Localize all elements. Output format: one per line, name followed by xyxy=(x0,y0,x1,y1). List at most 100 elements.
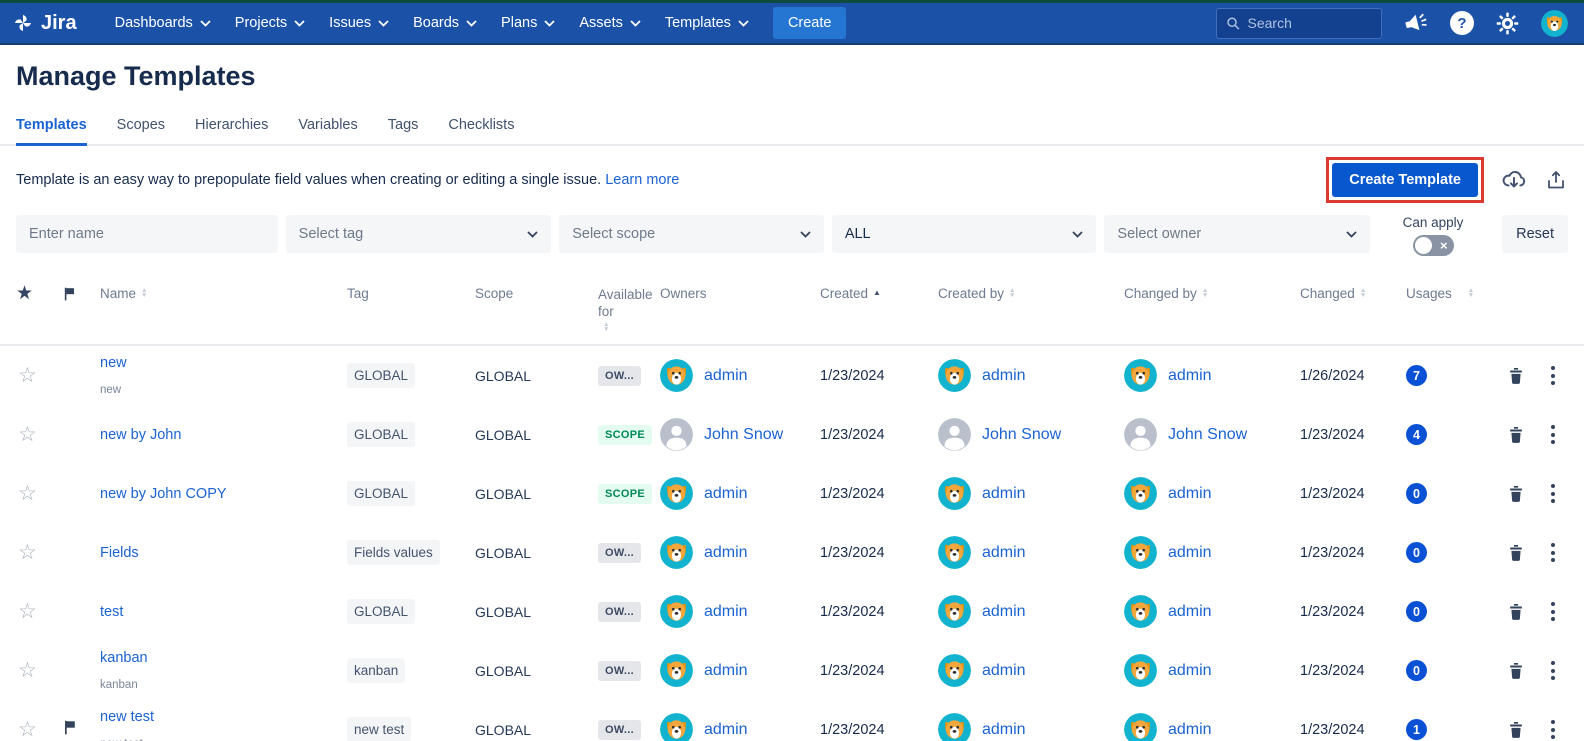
favorite-star-icon[interactable]: ☆ xyxy=(16,422,62,447)
usages-badge[interactable]: 0 xyxy=(1406,483,1427,504)
available-filter-select[interactable]: ALL xyxy=(832,215,1097,253)
export-button[interactable] xyxy=(1544,168,1568,192)
create-template-button[interactable]: Create Template xyxy=(1332,163,1478,197)
star-column-header-icon[interactable]: ★ xyxy=(16,286,62,302)
help-button[interactable]: ? xyxy=(1450,11,1474,35)
row-menu-button[interactable] xyxy=(1537,657,1568,684)
created-by-link[interactable]: admin xyxy=(982,662,1026,680)
owner-link[interactable]: admin xyxy=(704,662,748,680)
created-by-link[interactable]: admin xyxy=(982,603,1026,621)
template-name-link[interactable]: Fields xyxy=(100,545,347,561)
nav-menu-item[interactable]: Dashboards xyxy=(103,3,223,43)
created-by-link[interactable]: John Snow xyxy=(982,426,1061,444)
favorite-star-icon[interactable]: ☆ xyxy=(16,717,62,741)
nav-menu-item[interactable]: Projects xyxy=(223,3,317,43)
scope-filter-select[interactable]: Select scope xyxy=(559,215,824,253)
row-menu-button[interactable] xyxy=(1537,716,1568,741)
column-header-changed-by[interactable]: Changed by xyxy=(1124,286,1300,301)
changed-by-link[interactable]: admin xyxy=(1168,485,1212,503)
column-header-created[interactable]: Created xyxy=(820,286,938,301)
template-name-link[interactable]: new by John xyxy=(100,427,347,443)
tab[interactable]: Tags xyxy=(388,117,419,146)
favorite-star-icon[interactable]: ☆ xyxy=(16,540,62,565)
usages-badge[interactable]: 0 xyxy=(1406,601,1427,622)
can-apply-toggle[interactable]: × xyxy=(1413,235,1454,256)
usages-badge[interactable]: 1 xyxy=(1406,719,1427,740)
import-button[interactable] xyxy=(1501,167,1527,193)
template-name-link[interactable]: kanban xyxy=(100,650,347,666)
announcements-button[interactable] xyxy=(1403,10,1429,36)
template-name-link[interactable]: new test xyxy=(100,709,347,725)
jira-logo[interactable]: Jira xyxy=(12,12,77,35)
changed-by-link[interactable]: admin xyxy=(1168,603,1212,621)
created-by-link[interactable]: admin xyxy=(982,485,1026,503)
changed-by-cell: John Snow xyxy=(1124,418,1300,451)
flag-icon[interactable] xyxy=(62,719,100,741)
owner-link[interactable]: admin xyxy=(704,367,748,385)
nav-menu-item[interactable]: Templates xyxy=(653,3,761,43)
favorite-star-icon[interactable]: ☆ xyxy=(16,658,62,683)
column-header-created-by[interactable]: Created by xyxy=(938,286,1124,301)
search-input[interactable] xyxy=(1248,15,1373,31)
row-menu-button[interactable] xyxy=(1537,480,1568,507)
changed-by-link[interactable]: admin xyxy=(1168,544,1212,562)
owner-link[interactable]: admin xyxy=(704,721,748,739)
name-filter[interactable] xyxy=(16,215,278,253)
tab[interactable]: Scopes xyxy=(117,117,165,146)
owner-link[interactable]: admin xyxy=(704,485,748,503)
row-menu-button[interactable] xyxy=(1537,421,1568,448)
column-header-name[interactable]: Name xyxy=(100,286,347,301)
template-name-link[interactable]: new xyxy=(100,355,347,371)
delete-button[interactable] xyxy=(1495,719,1537,740)
learn-more-link[interactable]: Learn more xyxy=(605,172,679,188)
delete-button[interactable] xyxy=(1495,365,1537,386)
column-header-usages[interactable]: Usages xyxy=(1406,286,1495,301)
reset-button[interactable]: Reset xyxy=(1502,215,1568,253)
template-name-link[interactable]: new by John COPY xyxy=(100,486,347,502)
owner-link[interactable]: admin xyxy=(704,544,748,562)
tag-filter-select[interactable]: Select tag xyxy=(286,215,552,253)
settings-button[interactable] xyxy=(1495,11,1520,36)
delete-button[interactable] xyxy=(1495,483,1537,504)
usages-badge[interactable]: 0 xyxy=(1406,542,1427,563)
changed-by-link[interactable]: admin xyxy=(1168,367,1212,385)
row-menu-button[interactable] xyxy=(1537,598,1568,625)
changed-by-link[interactable]: John Snow xyxy=(1168,426,1247,444)
create-issue-button[interactable]: Create xyxy=(773,7,847,39)
owner-link[interactable]: John Snow xyxy=(704,426,783,444)
owner-link[interactable]: admin xyxy=(704,603,748,621)
owner-filter-select[interactable]: Select owner xyxy=(1104,215,1370,253)
delete-button[interactable] xyxy=(1495,424,1537,445)
tab[interactable]: Variables xyxy=(298,117,357,146)
row-menu-button[interactable] xyxy=(1537,362,1568,389)
created-by-link[interactable]: admin xyxy=(982,544,1026,562)
changed-by-link[interactable]: admin xyxy=(1168,662,1212,680)
nav-menu-item[interactable]: Boards xyxy=(401,3,489,43)
tab[interactable]: Checklists xyxy=(448,117,514,146)
delete-button[interactable] xyxy=(1495,660,1537,681)
flag-column-header-icon[interactable] xyxy=(62,286,100,302)
usages-badge[interactable]: 4 xyxy=(1406,424,1427,445)
column-header-available-for[interactable]: Available for xyxy=(598,286,656,332)
favorite-star-icon[interactable]: ☆ xyxy=(16,599,62,624)
row-menu-button[interactable] xyxy=(1537,539,1568,566)
delete-button[interactable] xyxy=(1495,601,1537,622)
usages-badge[interactable]: 7 xyxy=(1406,365,1427,386)
name-filter-input[interactable] xyxy=(29,226,265,242)
tab[interactable]: Templates xyxy=(16,117,87,146)
nav-menu-item[interactable]: Plans xyxy=(489,3,567,43)
delete-button[interactable] xyxy=(1495,542,1537,563)
usages-badge[interactable]: 0 xyxy=(1406,660,1427,681)
created-by-link[interactable]: admin xyxy=(982,721,1026,739)
user-avatar[interactable] xyxy=(1541,10,1568,37)
nav-menu-item[interactable]: Assets xyxy=(567,3,653,43)
created-by-link[interactable]: admin xyxy=(982,367,1026,385)
tab[interactable]: Hierarchies xyxy=(195,117,268,146)
nav-menu-item[interactable]: Issues xyxy=(317,3,401,43)
column-header-changed[interactable]: Changed xyxy=(1300,286,1406,301)
search-box[interactable] xyxy=(1216,8,1382,39)
changed-by-link[interactable]: admin xyxy=(1168,721,1212,739)
template-name-link[interactable]: test xyxy=(100,604,347,620)
favorite-star-icon[interactable]: ☆ xyxy=(16,481,62,506)
favorite-star-icon[interactable]: ☆ xyxy=(16,363,62,388)
